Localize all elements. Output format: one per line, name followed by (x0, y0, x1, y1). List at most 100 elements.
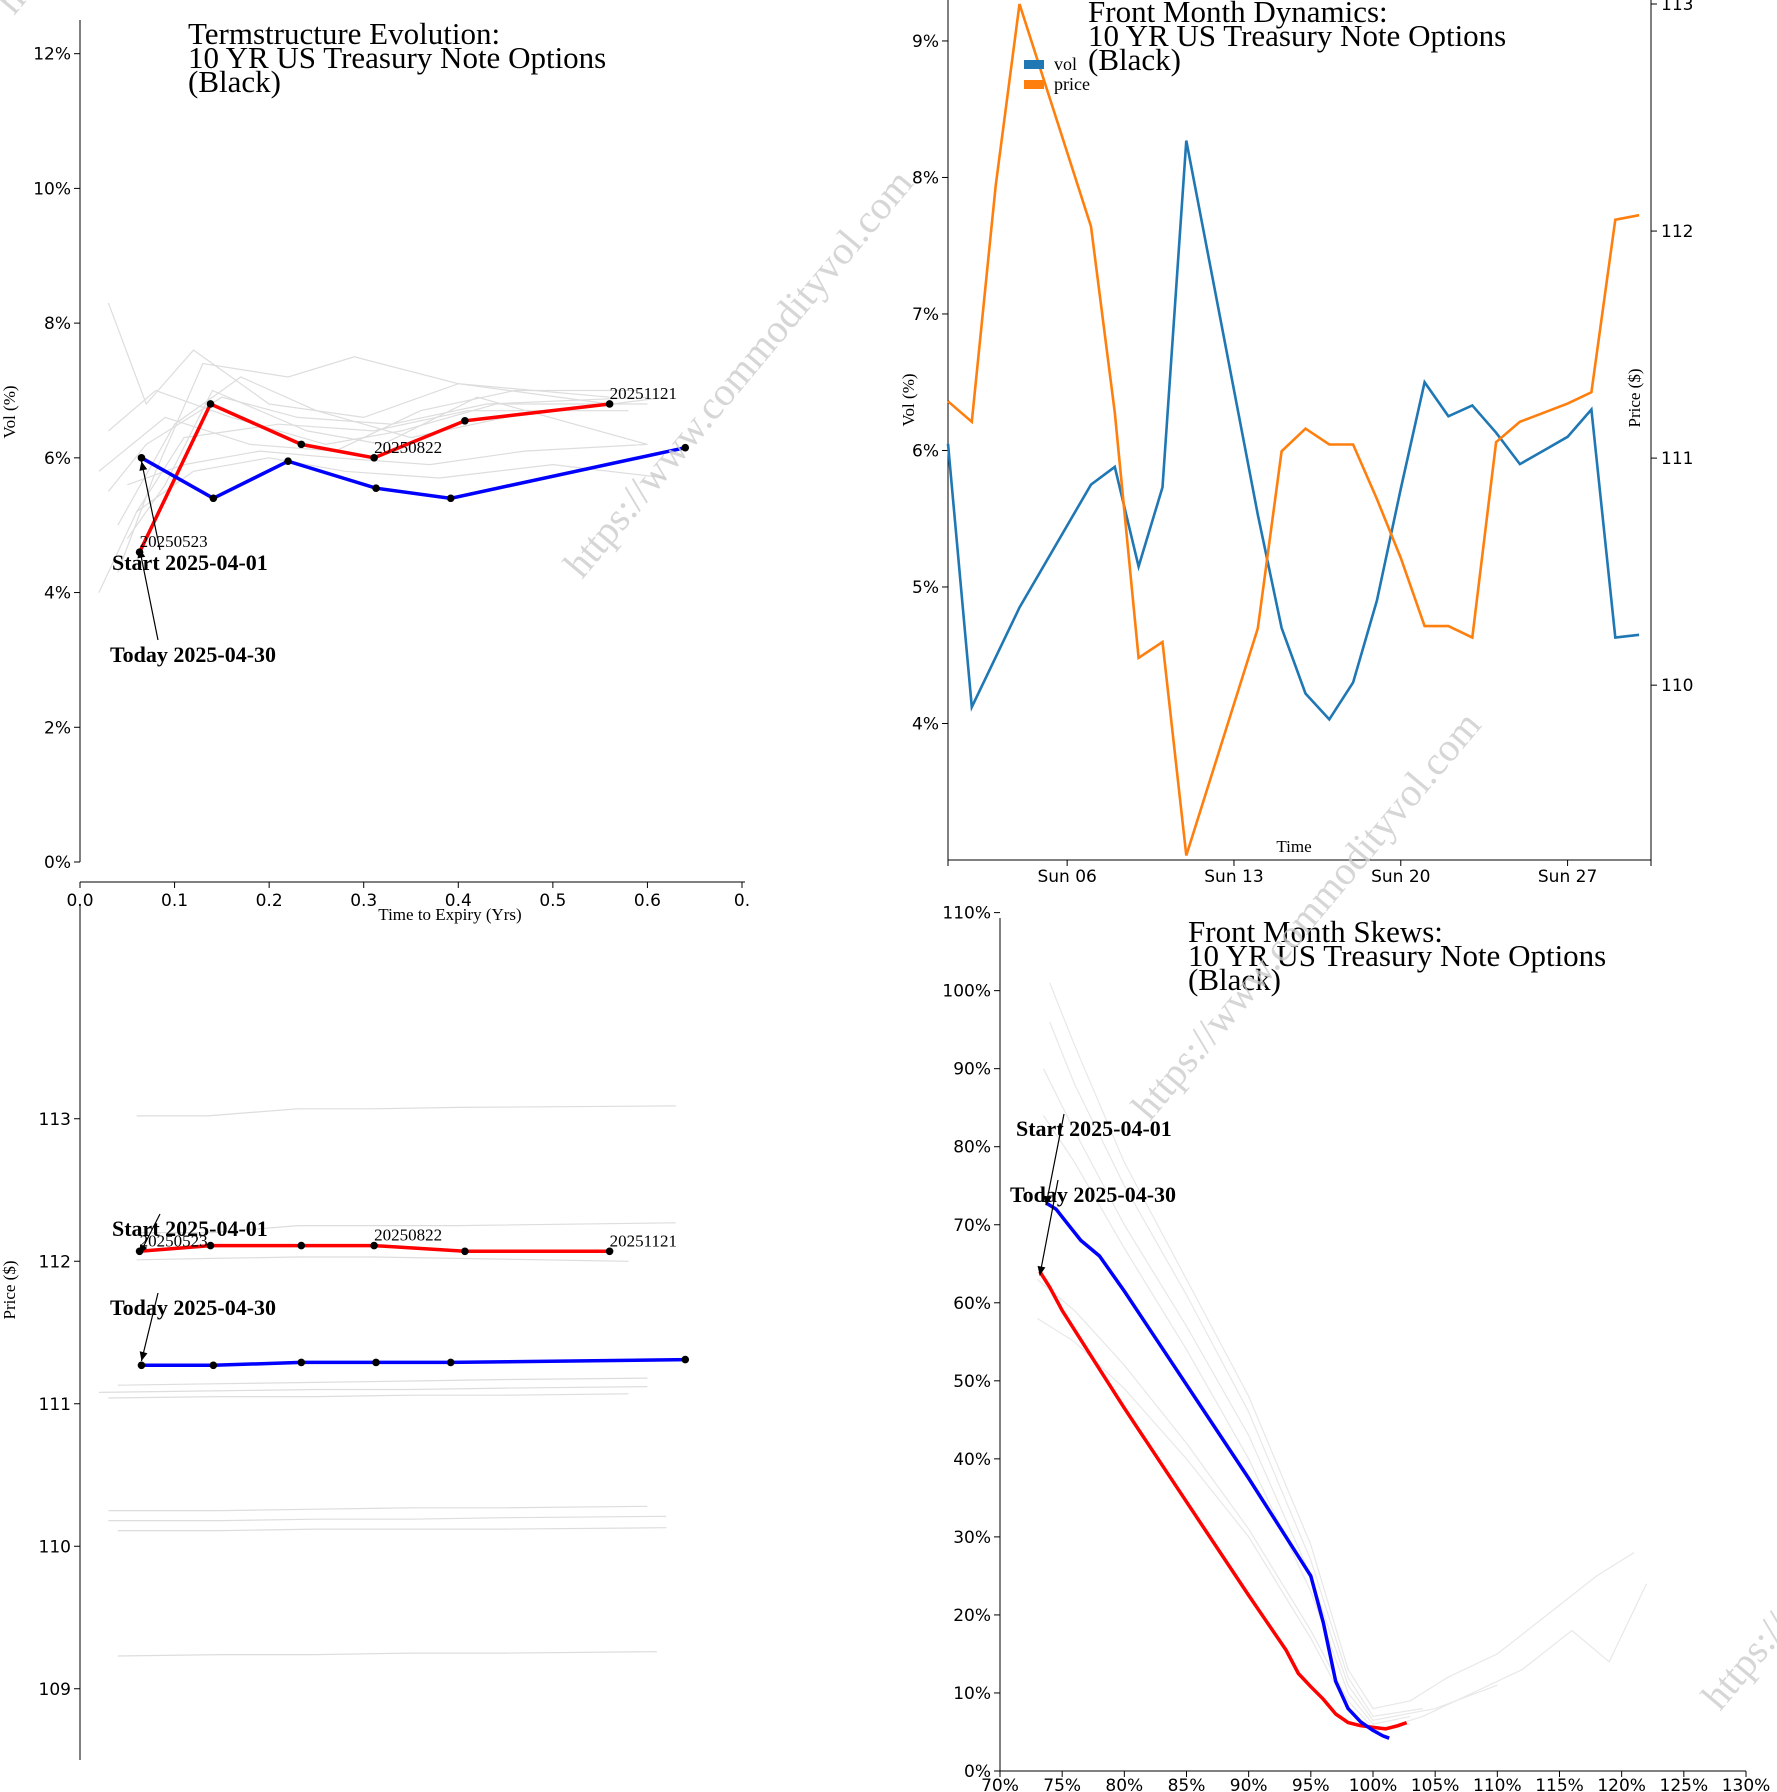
watermark-text-0: https://www.commodityvol.com (554, 161, 921, 586)
price-series-line (947, 3, 1640, 856)
price-annotation-arrow-1-head (139, 1351, 148, 1361)
price-history-line (117, 1651, 657, 1657)
skew-x-tick-label: 85% (1168, 1776, 1206, 1792)
skew-annotation-0: Start 2025-04-01 (1016, 1116, 1172, 1141)
vol-chart-title-line-0: Termstructure Evolution: (188, 16, 500, 51)
skew-x-tick-label: 90% (1230, 1776, 1268, 1792)
annotation-1: Today 2025-04-30 (110, 642, 276, 667)
price-start-point (461, 1247, 469, 1256)
price-annotation-1: Today 2025-04-30 (110, 1295, 276, 1320)
front-month-dynamics-chart: 4% 5% 6% 7% 8% 9% 110 111 112 113 Sun 06 Sun 13 Sun … (899, 0, 1693, 887)
price-history-line (108, 1505, 648, 1512)
skew-x-tick-label: 70% (981, 1776, 1019, 1792)
start-point (206, 400, 215, 408)
price-history-line (117, 1377, 648, 1386)
price-history-line (108, 1515, 667, 1522)
skew-y-axis-tick-label: 80% (953, 1138, 991, 1158)
price-history-line (108, 1393, 629, 1399)
price-annotation-0: Start 2025-04-01 (112, 1216, 268, 1241)
skew-y-axis-tick-label: 40% (953, 1450, 991, 1470)
x-tick-label: 0.3 (350, 891, 377, 911)
history-line (107, 396, 648, 492)
skew-y-axis-tick-label: 20% (953, 1606, 991, 1626)
annotation-arrow-1-line (138, 548, 159, 641)
dyn-right-tick-label: 112 (1661, 222, 1693, 242)
x-tick-label: 0.0 (66, 891, 93, 911)
start-point (461, 416, 469, 425)
skew-x-tick-label: 110% (1473, 1776, 1522, 1792)
dyn-left-axis-tick-label: 6% (912, 441, 939, 461)
dyn-x-tick-label: Sun 13 (1204, 867, 1263, 887)
dyn-right-tick-label: 111 (1661, 449, 1693, 469)
x-axis-title: Time to Expiry (Yrs) (378, 905, 521, 924)
price-today-point (446, 1358, 455, 1367)
price-y-axis-tick-label: 110 (39, 1537, 71, 1557)
vol-y-axis-tick-label: 2% (44, 718, 71, 738)
skew-x-tick-label: 130% (1722, 1776, 1771, 1792)
price-today-point (137, 1361, 146, 1370)
price-y-axis-tick-label: 112 (39, 1252, 71, 1272)
skew-y-axis-tick-label: 90% (953, 1060, 991, 1080)
dyn-left-axis-tick-label: 9% (912, 32, 939, 52)
x-tick-label: 0.4 (445, 891, 472, 911)
front-month-skews-chart: 0% 10% 20% 30% 40% 50% 60% 70% 80% 90% 100% 110% 70%… (942, 904, 1770, 1792)
termstructure-price-chart: 109 110 111 112 113 Price ($) 20250523 20250822… (0, 905, 690, 1760)
today-point (284, 457, 292, 466)
legend-label-vol: vol (1054, 54, 1077, 74)
price-history-line (136, 1222, 676, 1234)
today-point (209, 494, 218, 503)
start-series-line (138, 401, 610, 553)
vol-y-axis-tick-label: 6% (44, 449, 71, 469)
price-history-line (136, 1105, 676, 1117)
vol-y-axis-tick-label: 0% (44, 853, 71, 873)
price-y-axis-tick-label: 111 (39, 1395, 71, 1415)
dyn-x-tick-label: Sun 06 (1037, 867, 1096, 887)
skew-history-line (1049, 982, 1635, 1710)
price-history-line (136, 1256, 629, 1262)
today-point (446, 494, 455, 503)
skew-annotation-arrow-0-head (1043, 1195, 1052, 1206)
price-today-point (681, 1355, 690, 1364)
termstructure-vol-chart: 0% 2% 4% 6% 8% 10% 12% 0.0 0.1 0.2 0.3 0.4 0.5 0.6 0. T… (0, 16, 750, 924)
price-start-point (605, 1247, 614, 1256)
price-y-axis-tick-label: 109 (39, 1680, 71, 1700)
skew-annotation-1: Today 2025-04-30 (1010, 1182, 1176, 1207)
skew-chart-title-line-0: Front Month Skews: (1188, 914, 1443, 949)
history-line (117, 356, 610, 573)
price-start-point (206, 1241, 215, 1250)
skew-x-tick-label: 115% (1535, 1776, 1584, 1792)
price-y-axis-tick-label: 113 (39, 1110, 71, 1130)
skew-x-tick-label: 125% (1660, 1776, 1709, 1792)
dyn-chart-title-line-0: Front Month Dynamics: (1088, 0, 1388, 29)
price-start-series-line (139, 1243, 610, 1254)
dyn-y-axis-title: Vol (%) (899, 373, 918, 426)
x-tick-label: 0.6 (634, 891, 661, 911)
skew-x-tick-label: 105% (1411, 1776, 1460, 1792)
price-today-point (297, 1358, 306, 1367)
price-history-line (98, 1386, 648, 1393)
today-point (681, 443, 690, 452)
vol-y-axis-tick-label: 8% (44, 314, 71, 334)
dyn-chart-title-line-2: (Black) (1088, 42, 1181, 77)
price-expiry-label: 20251121 (610, 1231, 677, 1250)
price-today-point (372, 1358, 380, 1367)
x-tick-label: 0.2 (256, 891, 283, 911)
dyn-left-axis-tick-label: 7% (912, 305, 939, 325)
skew-y-axis-tick-label: 0% (964, 1762, 991, 1782)
price-start-point (297, 1241, 306, 1250)
price-annotation-arrow-0-head (139, 1244, 148, 1255)
x-tick-label: 0.5 (539, 891, 566, 911)
vol-chart-title-line-2: (Black) (188, 64, 281, 99)
vol-series-line (946, 140, 1640, 722)
vol-y-axis-tick-label: 12% (33, 45, 71, 65)
skew-x-tick-label: 80% (1105, 1776, 1143, 1792)
skew-history-line (1043, 1115, 1411, 1725)
annotation-0: Start 2025-04-01 (112, 550, 268, 575)
price-y-axis-title: Price ($) (0, 1260, 19, 1319)
skew-y-axis-tick-label: 70% (953, 1216, 991, 1236)
dyn-x-axis-title: Time (1276, 837, 1311, 856)
skew-x-tick-label: 95% (1292, 1776, 1330, 1792)
skew-y-axis-tick-label: 100% (942, 982, 991, 1002)
skew-today-series-line (1045, 1201, 1390, 1740)
legend-label-price: price (1054, 74, 1090, 94)
